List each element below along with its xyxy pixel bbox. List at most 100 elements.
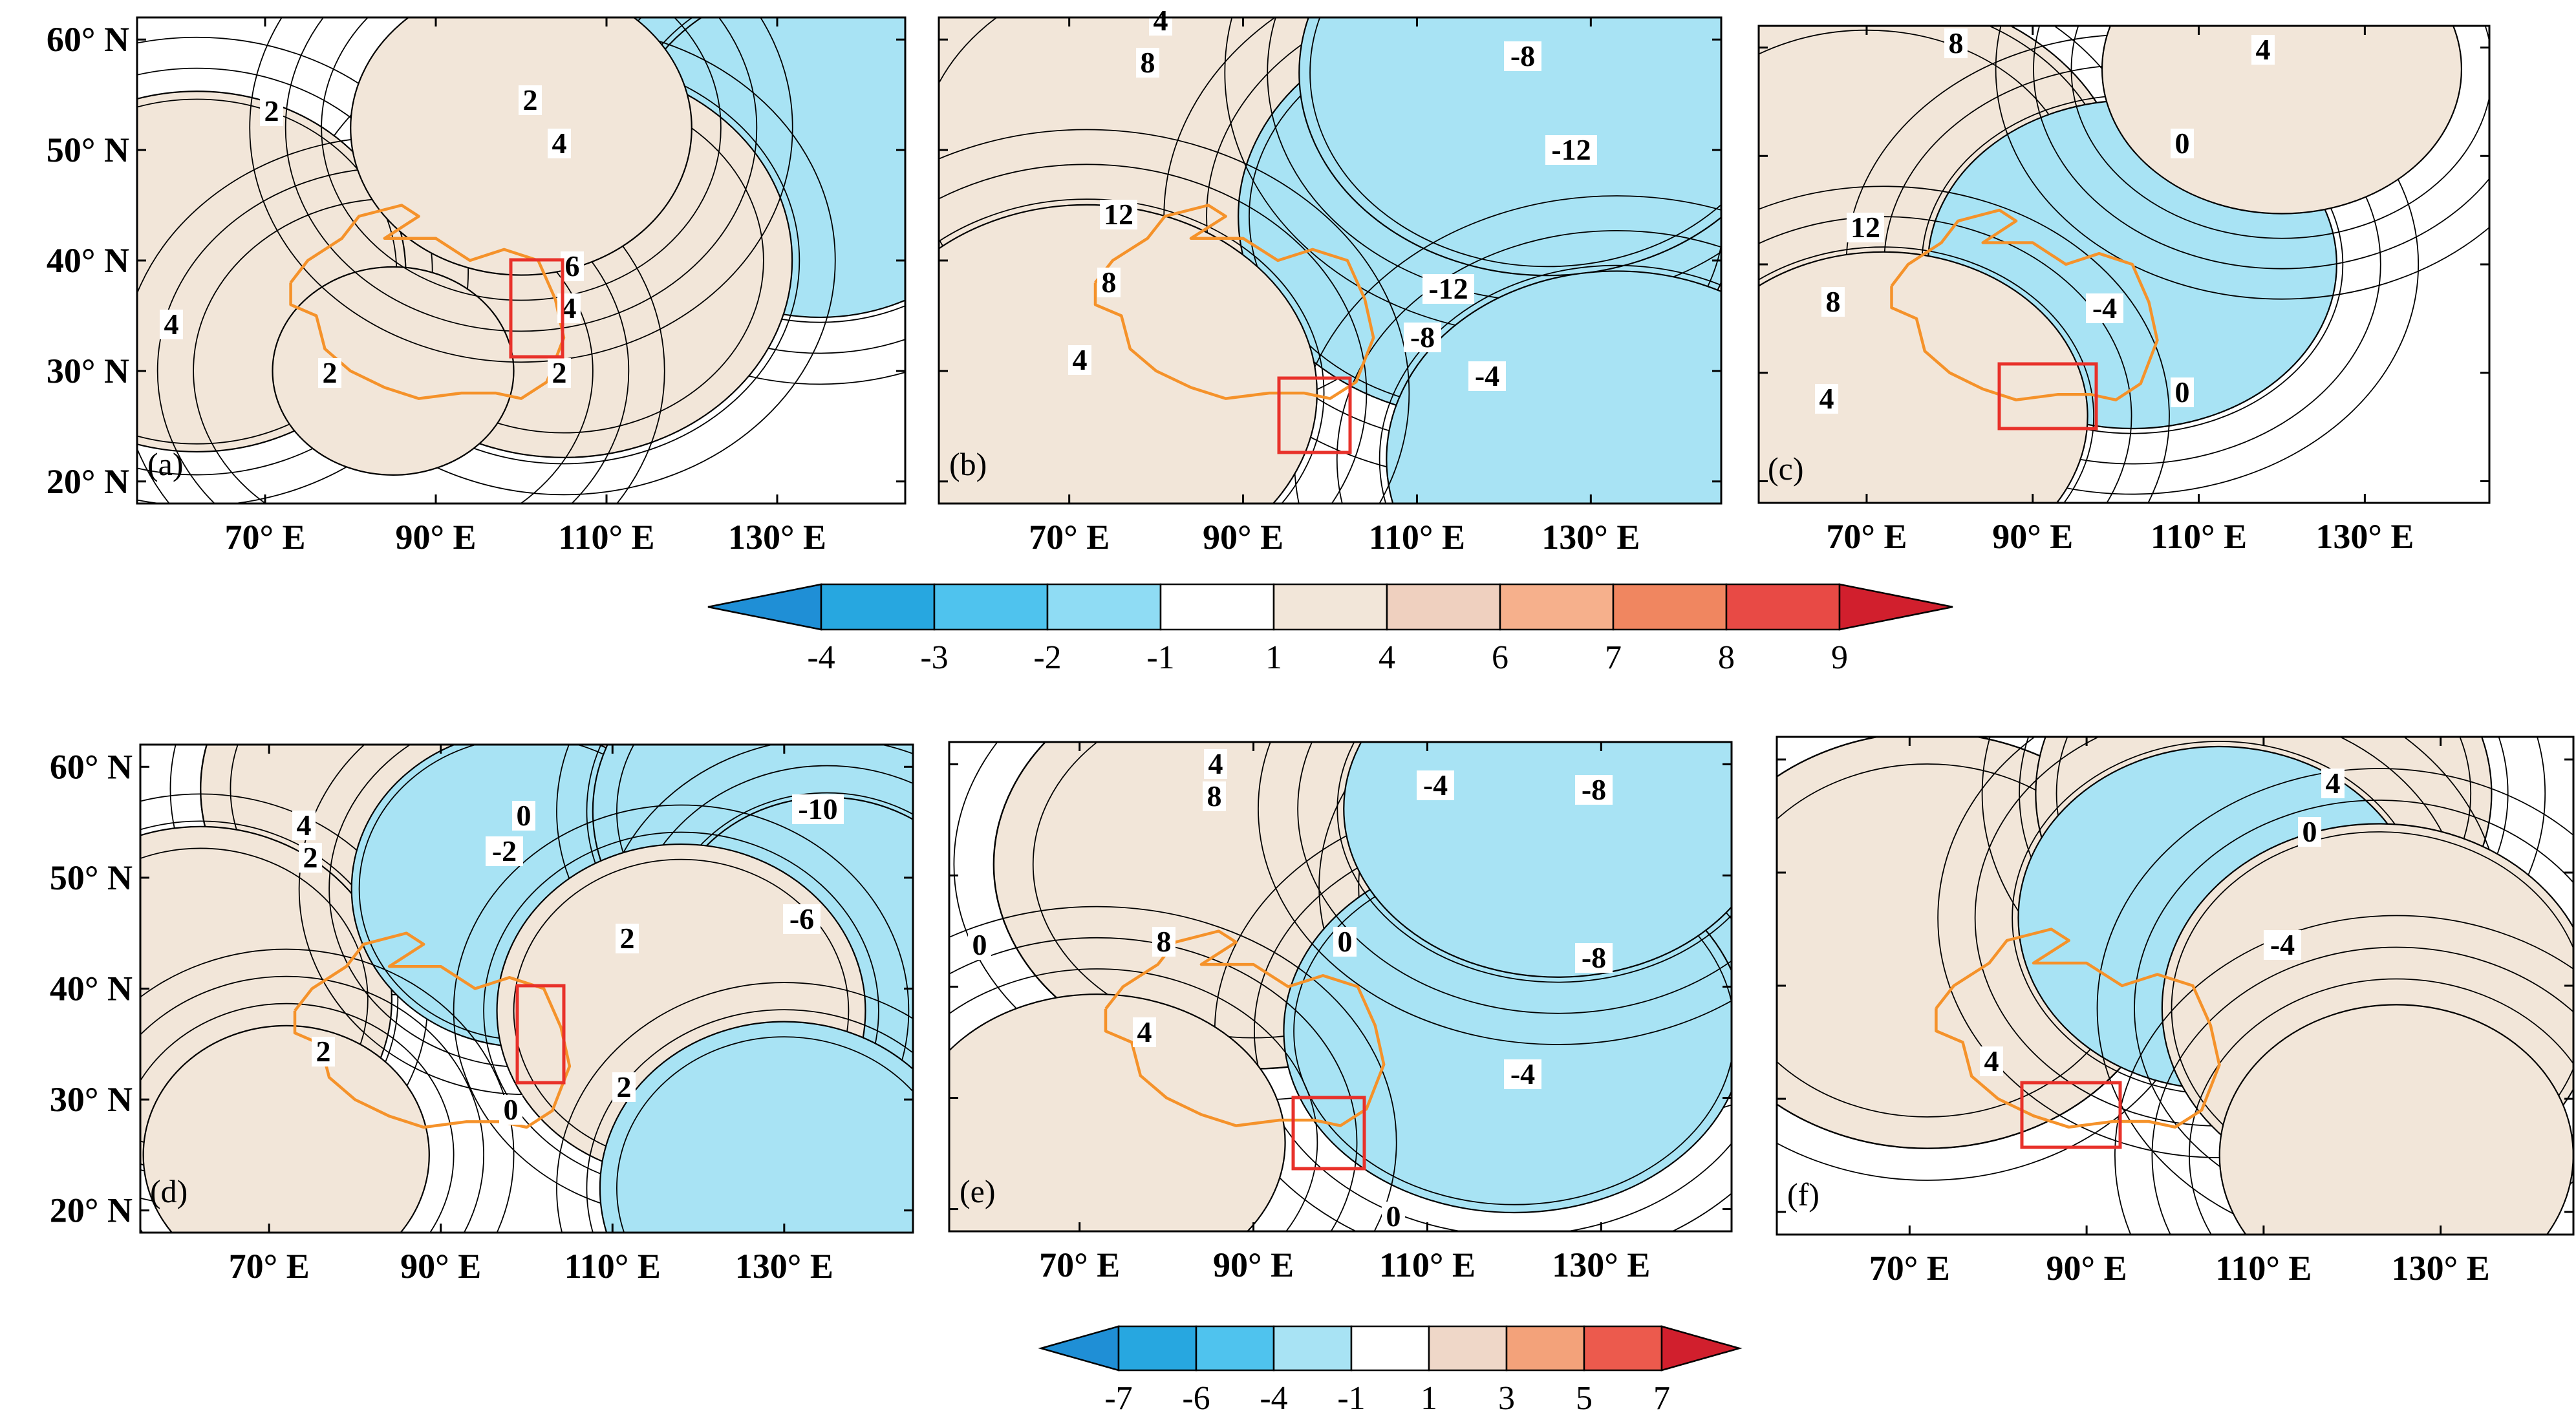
contour-label-bg <box>312 1037 335 1066</box>
contour-label: -8 <box>1410 321 1435 354</box>
contour-label: -8 <box>1510 39 1535 72</box>
contour-label: -4 <box>1475 359 1499 392</box>
target-region-box <box>1277 376 1352 454</box>
contour-label-bg <box>1133 1017 1156 1047</box>
contour-label-bg <box>1504 1059 1541 1089</box>
map-panel-e: 48 -4 -800 84-8-40(e)70° E 90° E 110° E 130° E <box>948 741 1733 1284</box>
lon-tick-label: 70° E <box>229 1247 310 1286</box>
contour-label-bg <box>1136 48 1159 78</box>
contour-line <box>939 164 1368 504</box>
contour-label-bg <box>2086 293 2123 323</box>
lon-tick-label: 70° E <box>1826 517 1907 556</box>
colorbar-segment <box>1272 1325 1353 1372</box>
colorbar-label: 8 <box>1718 639 1735 676</box>
colorbar-1: -4 -3 -2 -1 1 4 6 7 8 9 <box>707 583 1953 676</box>
anomaly-band <box>1298 17 1721 277</box>
contour-line <box>1759 186 2170 503</box>
contour-label-bg <box>783 904 821 934</box>
lat-tick-label: 60° N <box>50 747 133 786</box>
contour-label-bg <box>1100 200 1137 229</box>
contour-label: -2 <box>492 834 517 867</box>
contour-label: 0 <box>2175 127 2190 160</box>
lon-tick-label: 110° E <box>2215 1249 2312 1288</box>
lon-tick-label: 130° E <box>1541 518 1640 557</box>
contour-line <box>140 1003 455 1233</box>
map-field <box>140 745 913 1233</box>
colorbar-extend-high <box>1660 1325 1743 1372</box>
contour-label-bg <box>499 1095 522 1125</box>
contour-label: -8 <box>1582 773 1606 806</box>
colorbar-label: -6 <box>1182 1380 1210 1417</box>
contour-label-bg <box>2171 377 2194 407</box>
lat-tick-label: 60° N <box>47 20 129 59</box>
plateau-outline <box>1935 928 2221 1129</box>
contour-line <box>1258 742 1732 1045</box>
contour-label-bg <box>561 251 584 281</box>
contour-label-bg <box>612 1072 636 1102</box>
colorbar-label: -4 <box>1260 1380 1287 1417</box>
contour-line <box>2070 26 2489 239</box>
contour-label-bg <box>1068 345 1091 375</box>
lon-tick-label: 90° E <box>1992 517 2073 556</box>
lon-tick-label: 130° E <box>2392 1249 2490 1288</box>
contour-label: 8 <box>1102 266 1117 299</box>
contour-label: 4 <box>297 809 312 842</box>
contour-label-bg <box>1422 274 1474 304</box>
lon-tick-label: 90° E <box>400 1247 481 1286</box>
contour-line <box>284 17 758 332</box>
map-field <box>1777 737 2573 1235</box>
contour-label: 2 <box>323 356 338 389</box>
colorbar-segment <box>1428 1325 1508 1372</box>
lon-tick-label: 110° E <box>558 518 654 557</box>
contour-label-bg <box>1333 927 1357 957</box>
contour-label-bg <box>1575 943 1613 973</box>
contour-label-bg <box>1204 749 1227 779</box>
contour-line <box>140 975 484 1233</box>
colorbar-label: 5 <box>1576 1380 1593 1417</box>
contour-line <box>1336 742 1732 983</box>
contour-label: 0 <box>1386 1200 1401 1233</box>
lat-tick-label: 40° N <box>50 970 133 1008</box>
contour-label: 0 <box>972 928 987 961</box>
contour-label-bg <box>1468 361 1506 391</box>
lat-tick-label: 50° N <box>50 858 133 897</box>
colorbar-label: 6 <box>1492 639 1508 676</box>
panel-label: (b) <box>949 446 987 482</box>
contour-label: 2 <box>617 1070 632 1103</box>
contour-line <box>1336 230 1721 504</box>
contour-line <box>586 1009 913 1233</box>
colorbar-label: -4 <box>807 639 835 676</box>
contour-label: 0 <box>2302 815 2317 848</box>
contour-line <box>1995 26 2489 300</box>
lon-tick-label: 110° E <box>2151 517 2247 556</box>
contour-label: -4 <box>2092 292 2117 324</box>
map-field <box>939 17 1721 504</box>
contour-label-bg <box>616 924 639 953</box>
contour-label-bg <box>2298 817 2321 847</box>
anomaly-band <box>949 993 1286 1231</box>
colorbar-segment <box>1350 1325 1430 1372</box>
anomaly-band <box>350 17 692 276</box>
contour-label-bg <box>792 794 844 824</box>
contour-label: -4 <box>2270 928 2295 961</box>
lat-tick-label: 30° N <box>50 1080 133 1119</box>
colorbar-segment <box>1046 583 1162 631</box>
colorbar-label: 1 <box>1421 1380 1437 1417</box>
target-region-box <box>2020 1081 2122 1149</box>
colorbar-segment <box>1117 1325 1197 1372</box>
anomaly-band <box>142 1024 430 1233</box>
contour-line <box>140 948 515 1233</box>
colorbar-label: -2 <box>1033 639 1061 676</box>
contour-label: 0 <box>1338 925 1353 958</box>
lat-tick-label: 30° N <box>47 352 129 390</box>
lon-tick-label: 90° E <box>1213 1246 1294 1284</box>
contour-label: 4 <box>1819 382 1834 415</box>
contour-label-bg <box>1149 6 1172 36</box>
colorbar-segment <box>1725 583 1841 631</box>
lon-tick-label: 90° E <box>1203 518 1283 557</box>
target-region-box <box>515 984 566 1085</box>
contour-label-bg <box>1203 781 1226 811</box>
contour-line <box>939 198 1325 504</box>
lon-tick-label: 90° E <box>395 518 476 557</box>
